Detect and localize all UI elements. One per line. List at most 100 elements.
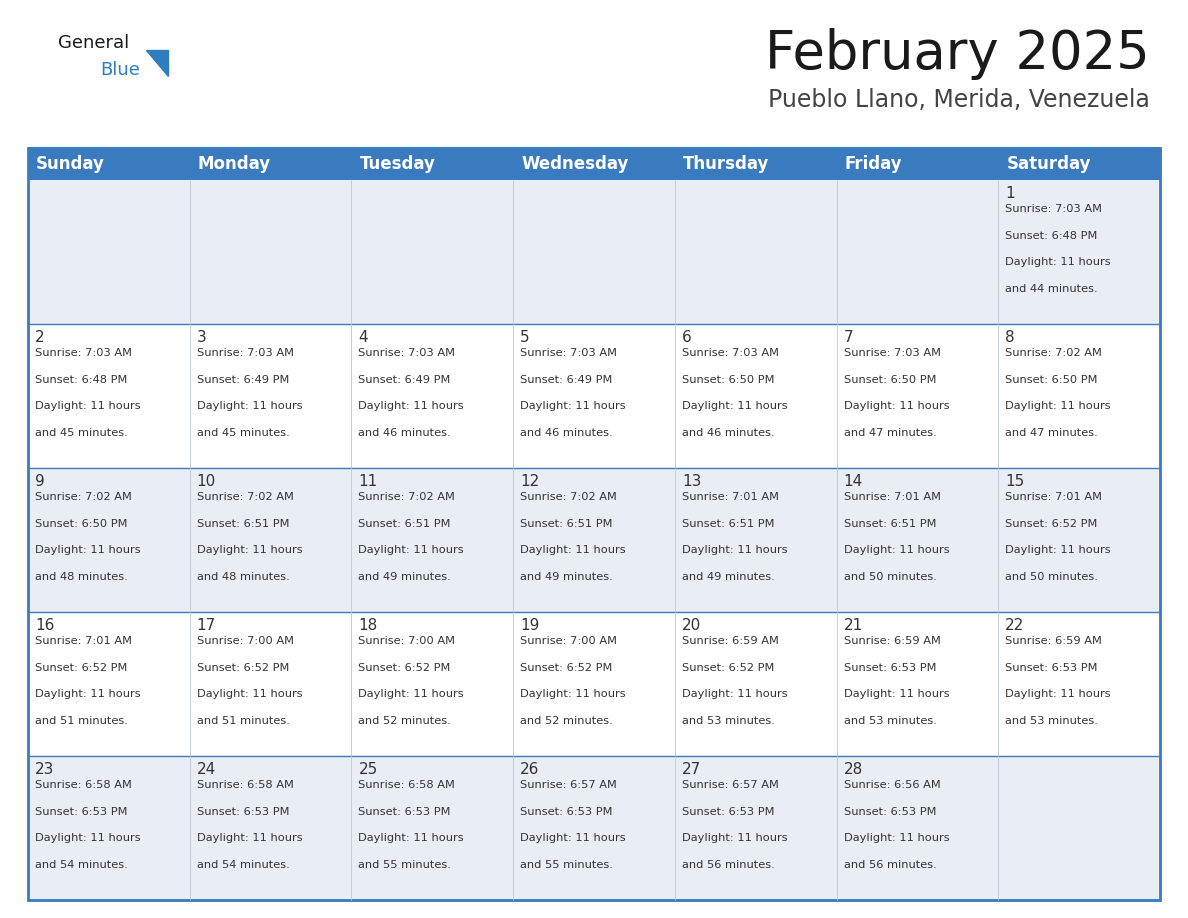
Bar — [29, 612, 1159, 756]
Text: Sunrise: 7:00 AM: Sunrise: 7:00 AM — [197, 636, 293, 646]
Text: Sunrise: 7:00 AM: Sunrise: 7:00 AM — [359, 636, 455, 646]
Text: Blue: Blue — [100, 61, 140, 79]
Text: 14: 14 — [843, 474, 862, 489]
Text: 23: 23 — [34, 762, 55, 777]
Text: Sunrise: 7:03 AM: Sunrise: 7:03 AM — [520, 348, 617, 358]
Text: Sunset: 6:49 PM: Sunset: 6:49 PM — [520, 375, 613, 385]
Polygon shape — [146, 50, 168, 76]
Text: Daylight: 11 hours: Daylight: 11 hours — [843, 545, 949, 555]
Bar — [29, 756, 1159, 900]
Text: 18: 18 — [359, 618, 378, 633]
Text: 26: 26 — [520, 762, 539, 777]
Text: Sunrise: 7:01 AM: Sunrise: 7:01 AM — [1005, 492, 1102, 502]
Text: and 45 minutes.: and 45 minutes. — [197, 428, 290, 438]
Text: Daylight: 11 hours: Daylight: 11 hours — [34, 401, 140, 411]
Text: General: General — [58, 34, 129, 52]
Text: Thursday: Thursday — [683, 155, 770, 173]
Text: 22: 22 — [1005, 618, 1024, 633]
Text: Sunrise: 7:03 AM: Sunrise: 7:03 AM — [1005, 204, 1102, 214]
Text: Daylight: 11 hours: Daylight: 11 hours — [682, 834, 788, 844]
Text: and 46 minutes.: and 46 minutes. — [520, 428, 613, 438]
Text: 20: 20 — [682, 618, 701, 633]
Text: Daylight: 11 hours: Daylight: 11 hours — [359, 401, 465, 411]
Text: Sunrise: 7:02 AM: Sunrise: 7:02 AM — [1005, 348, 1102, 358]
Text: Daylight: 11 hours: Daylight: 11 hours — [359, 689, 465, 700]
Bar — [29, 148, 190, 180]
Text: Daylight: 11 hours: Daylight: 11 hours — [197, 689, 302, 700]
Text: 5: 5 — [520, 330, 530, 345]
Text: Daylight: 11 hours: Daylight: 11 hours — [682, 401, 788, 411]
Text: Sunrise: 7:03 AM: Sunrise: 7:03 AM — [359, 348, 455, 358]
Text: Sunrise: 7:01 AM: Sunrise: 7:01 AM — [843, 492, 941, 502]
Text: Daylight: 11 hours: Daylight: 11 hours — [359, 834, 465, 844]
Text: Sunset: 6:52 PM: Sunset: 6:52 PM — [359, 663, 450, 673]
Text: Friday: Friday — [845, 155, 902, 173]
Text: Sunrise: 7:02 AM: Sunrise: 7:02 AM — [34, 492, 132, 502]
Text: 3: 3 — [197, 330, 207, 345]
Text: and 53 minutes.: and 53 minutes. — [682, 716, 775, 726]
Text: 7: 7 — [843, 330, 853, 345]
Text: 11: 11 — [359, 474, 378, 489]
Bar — [29, 324, 1159, 468]
Text: Sunset: 6:53 PM: Sunset: 6:53 PM — [1005, 663, 1098, 673]
Text: and 54 minutes.: and 54 minutes. — [197, 860, 290, 870]
Text: Pueblo Llano, Merida, Venezuela: Pueblo Llano, Merida, Venezuela — [769, 88, 1150, 112]
Text: and 53 minutes.: and 53 minutes. — [1005, 716, 1098, 726]
Text: Sunrise: 6:57 AM: Sunrise: 6:57 AM — [520, 780, 617, 790]
Text: Daylight: 11 hours: Daylight: 11 hours — [34, 545, 140, 555]
Text: Daylight: 11 hours: Daylight: 11 hours — [1005, 545, 1111, 555]
Text: Sunrise: 6:59 AM: Sunrise: 6:59 AM — [1005, 636, 1102, 646]
Bar — [29, 468, 1159, 612]
Text: Sunset: 6:51 PM: Sunset: 6:51 PM — [197, 519, 289, 529]
Text: Sunrise: 6:59 AM: Sunrise: 6:59 AM — [682, 636, 778, 646]
Text: Sunrise: 6:56 AM: Sunrise: 6:56 AM — [843, 780, 941, 790]
Text: Sunrise: 7:02 AM: Sunrise: 7:02 AM — [520, 492, 617, 502]
Text: Saturday: Saturday — [1006, 155, 1091, 173]
Text: and 53 minutes.: and 53 minutes. — [843, 716, 936, 726]
Text: Wednesday: Wednesday — [522, 155, 628, 173]
Text: Daylight: 11 hours: Daylight: 11 hours — [1005, 689, 1111, 700]
Text: Sunset: 6:53 PM: Sunset: 6:53 PM — [843, 663, 936, 673]
Text: Daylight: 11 hours: Daylight: 11 hours — [843, 689, 949, 700]
Text: Daylight: 11 hours: Daylight: 11 hours — [682, 545, 788, 555]
Text: and 49 minutes.: and 49 minutes. — [359, 572, 451, 582]
Text: and 56 minutes.: and 56 minutes. — [843, 860, 936, 870]
Text: Daylight: 11 hours: Daylight: 11 hours — [1005, 401, 1111, 411]
Text: Sunset: 6:52 PM: Sunset: 6:52 PM — [34, 663, 127, 673]
Text: Sunrise: 7:01 AM: Sunrise: 7:01 AM — [34, 636, 132, 646]
Text: 9: 9 — [34, 474, 45, 489]
Text: Sunset: 6:51 PM: Sunset: 6:51 PM — [359, 519, 451, 529]
Text: Sunrise: 6:58 AM: Sunrise: 6:58 AM — [359, 780, 455, 790]
Text: and 52 minutes.: and 52 minutes. — [359, 716, 451, 726]
Text: and 48 minutes.: and 48 minutes. — [197, 572, 290, 582]
Text: Daylight: 11 hours: Daylight: 11 hours — [359, 545, 465, 555]
Text: Daylight: 11 hours: Daylight: 11 hours — [682, 689, 788, 700]
Text: Sunrise: 7:02 AM: Sunrise: 7:02 AM — [359, 492, 455, 502]
Text: and 49 minutes.: and 49 minutes. — [520, 572, 613, 582]
Text: Sunset: 6:53 PM: Sunset: 6:53 PM — [843, 807, 936, 817]
Text: and 45 minutes.: and 45 minutes. — [34, 428, 128, 438]
Text: and 52 minutes.: and 52 minutes. — [520, 716, 613, 726]
Bar — [513, 148, 675, 180]
Bar — [190, 148, 352, 180]
Text: 17: 17 — [197, 618, 216, 633]
Text: Sunset: 6:48 PM: Sunset: 6:48 PM — [34, 375, 127, 385]
Text: Sunset: 6:53 PM: Sunset: 6:53 PM — [197, 807, 289, 817]
Text: 10: 10 — [197, 474, 216, 489]
Text: Daylight: 11 hours: Daylight: 11 hours — [197, 545, 302, 555]
Text: Daylight: 11 hours: Daylight: 11 hours — [520, 834, 626, 844]
Text: Sunrise: 6:58 AM: Sunrise: 6:58 AM — [197, 780, 293, 790]
Text: Sunset: 6:50 PM: Sunset: 6:50 PM — [34, 519, 127, 529]
Text: Sunset: 6:53 PM: Sunset: 6:53 PM — [359, 807, 451, 817]
Text: Daylight: 11 hours: Daylight: 11 hours — [843, 834, 949, 844]
Text: and 44 minutes.: and 44 minutes. — [1005, 284, 1098, 294]
Text: Sunrise: 7:01 AM: Sunrise: 7:01 AM — [682, 492, 779, 502]
Text: Tuesday: Tuesday — [360, 155, 435, 173]
Text: 13: 13 — [682, 474, 701, 489]
Text: 6: 6 — [682, 330, 691, 345]
Text: Sunset: 6:51 PM: Sunset: 6:51 PM — [843, 519, 936, 529]
Text: February 2025: February 2025 — [765, 28, 1150, 80]
Text: 8: 8 — [1005, 330, 1015, 345]
Text: Sunset: 6:53 PM: Sunset: 6:53 PM — [682, 807, 775, 817]
Text: Sunrise: 6:58 AM: Sunrise: 6:58 AM — [34, 780, 132, 790]
